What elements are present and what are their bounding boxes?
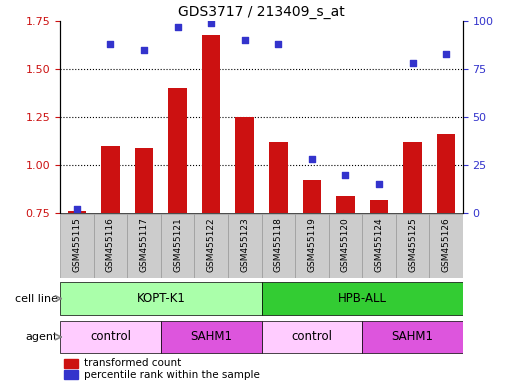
Bar — [60, 321, 161, 353]
Bar — [303, 180, 321, 213]
Text: KOPT-K1: KOPT-K1 — [137, 292, 185, 305]
Bar — [262, 321, 362, 353]
Text: percentile rank within the sample: percentile rank within the sample — [84, 370, 260, 380]
Point — [375, 181, 383, 187]
Point — [140, 47, 148, 53]
Bar — [94, 214, 127, 278]
Text: control: control — [291, 331, 332, 343]
Bar — [202, 35, 220, 213]
Bar — [161, 321, 262, 353]
Text: GSM455115: GSM455115 — [72, 217, 82, 272]
Bar — [295, 214, 328, 278]
Point — [241, 37, 249, 43]
Bar — [403, 142, 422, 213]
Text: control: control — [90, 331, 131, 343]
Point — [308, 156, 316, 162]
Bar — [168, 88, 187, 213]
Bar — [67, 211, 86, 213]
Bar — [429, 214, 463, 278]
Point — [341, 172, 349, 178]
Text: GSM455124: GSM455124 — [374, 217, 383, 272]
Point — [73, 206, 81, 212]
Bar — [228, 214, 262, 278]
Title: GDS3717 / 213409_s_at: GDS3717 / 213409_s_at — [178, 5, 345, 19]
Text: cell line: cell line — [15, 293, 58, 304]
Bar — [64, 370, 78, 379]
Text: GSM455117: GSM455117 — [140, 217, 149, 272]
Text: GSM455120: GSM455120 — [341, 217, 350, 272]
Bar — [161, 214, 195, 278]
Bar — [262, 214, 295, 278]
Bar — [396, 214, 429, 278]
Text: GSM455118: GSM455118 — [274, 217, 283, 272]
Bar — [235, 117, 254, 213]
Bar — [437, 134, 456, 213]
Text: transformed count: transformed count — [84, 358, 181, 368]
Bar — [370, 200, 388, 213]
Bar — [269, 142, 288, 213]
Point — [408, 60, 417, 66]
Text: SAHM1: SAHM1 — [392, 331, 434, 343]
Point — [207, 20, 215, 26]
Point — [442, 51, 450, 57]
Bar — [195, 214, 228, 278]
Point — [174, 24, 182, 30]
Point — [274, 41, 282, 47]
Bar — [127, 214, 161, 278]
Point — [106, 41, 115, 47]
Bar — [262, 282, 463, 315]
Text: GSM455125: GSM455125 — [408, 217, 417, 272]
Bar — [101, 146, 120, 213]
Text: GSM455119: GSM455119 — [308, 217, 316, 272]
Text: agent: agent — [25, 332, 58, 342]
Bar — [362, 214, 396, 278]
Bar — [362, 321, 463, 353]
Bar — [328, 214, 362, 278]
Text: GSM455116: GSM455116 — [106, 217, 115, 272]
Text: GSM455121: GSM455121 — [173, 217, 182, 272]
Text: GSM455126: GSM455126 — [441, 217, 451, 272]
Bar — [135, 148, 153, 213]
Bar — [336, 196, 355, 213]
Bar — [60, 214, 94, 278]
Text: HPB-ALL: HPB-ALL — [338, 292, 386, 305]
Text: GSM455123: GSM455123 — [240, 217, 249, 272]
Bar — [64, 359, 78, 368]
Text: SAHM1: SAHM1 — [190, 331, 232, 343]
Text: GSM455122: GSM455122 — [207, 217, 215, 272]
Bar — [60, 282, 262, 315]
